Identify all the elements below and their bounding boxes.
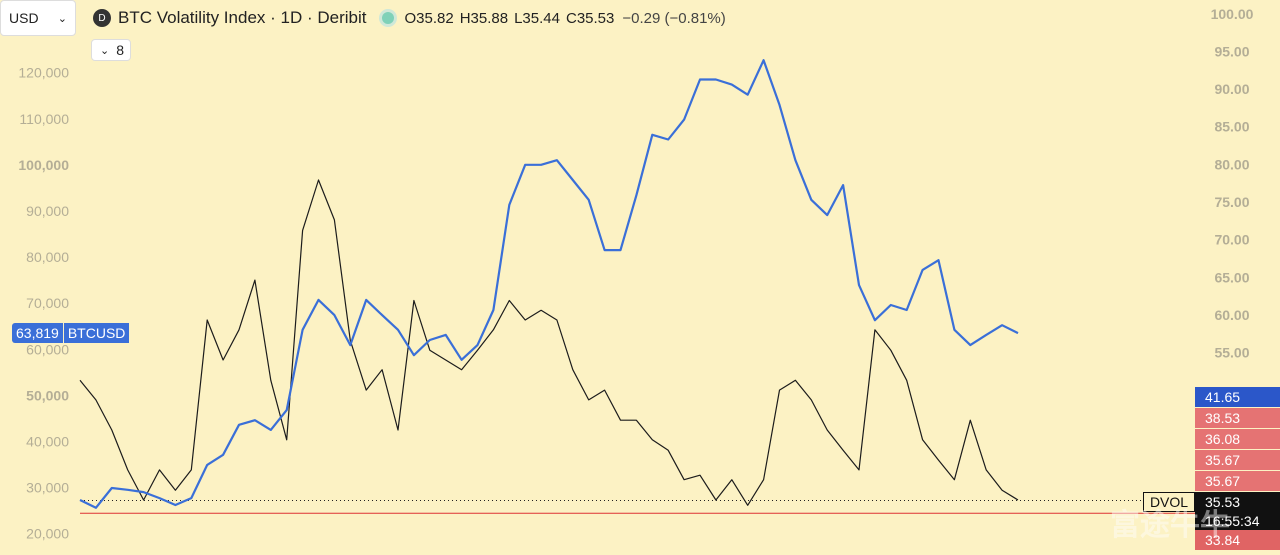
y-tick-label: 80,000 [26,249,69,265]
series-name: BTCUSD [63,322,130,343]
ohlc-key: C [565,9,577,27]
price-tag: 35.67 [1195,471,1280,491]
y-tick-label: 90,000 [26,203,69,219]
ohlc-key: H [459,9,471,27]
price-tag: 35.67 [1195,450,1280,470]
ohlc-key: O [404,9,417,27]
chart-title: BTC Volatility Index · 1D · Deribit [118,8,367,27]
status-dot [382,12,395,24]
series-line [79,179,1019,506]
y2-tick-label: 100.00 [1211,6,1254,22]
y2-tick-label: 90.00 [1214,81,1249,97]
ohlc: O35.82 H35.88 L35.44 C35.53 [404,10,614,27]
header: D BTC Volatility Index · 1D · Deribit O3… [93,0,726,36]
y-tick-label: 20,000 [26,526,69,542]
currency: USD [9,10,39,26]
y-tick-label: 30,000 [26,480,69,496]
price-tag: 36.08 [1195,429,1280,449]
ohlc-value: 35.82 [416,9,454,27]
ohlc-value: 35.88 [470,9,509,27]
symbol-icon: D [93,9,111,27]
y-tick-label: 60,000 [26,341,69,357]
ohlc-item: C35.53 [566,10,614,27]
ohlc-key: L [514,9,523,27]
y-tick-label: 110,000 [19,111,69,127]
close-tag: DVOL 35.53 [1143,492,1280,512]
y2-tick-label: 95.00 [1214,43,1249,59]
close-value: 35.53 [1205,494,1241,510]
price-tag: 41.65 [1195,387,1280,407]
y2-tick-label: 75.00 [1214,194,1249,210]
watermark: 富途牛牛 [1110,509,1230,542]
y-tick-label: 50,000 [26,387,69,403]
ohlc-value: 35.53 [576,9,615,27]
y-tick-label: 100,000 [18,157,69,173]
indicator-toggle[interactable]: ⌄ 8 [91,39,131,61]
y2-tick-label: 70.00 [1214,232,1249,248]
y-tick-label: 120,000 [18,65,69,81]
chevron: ⌄ [100,44,110,57]
currency-select[interactable]: USD ⌄ [0,0,76,36]
y2-tick-label: 85.00 [1214,119,1249,135]
change: −0.29 (−0.81%) [622,9,726,27]
y-tick-label: 70,000 [26,295,69,311]
y2-tick-label: 60.00 [1214,307,1249,323]
ohlc-item: L35.44 [514,10,560,27]
y2-tick-label: 55.00 [1214,345,1249,361]
y2-tick-label: 65.00 [1214,269,1249,285]
chevron: ⌄ [57,12,67,25]
ohlc-item: H35.88 [460,10,508,27]
y2-tick-label: 80.00 [1214,156,1249,172]
alert-tag: 33.84 [1195,530,1280,550]
last-price-tag: 63,819 BTCUSD [12,322,130,343]
ohlc-item: O35.82 [404,10,453,27]
y-tick-label: 40,000 [26,433,69,449]
countdown: 16:55:34 [1195,511,1280,531]
series-name: DVOL [1143,492,1195,512]
last-price: 63,819 [12,322,63,343]
series-line [79,59,1019,509]
indicator-count: 8 [116,42,125,58]
price-tag: 38.53 [1195,408,1280,428]
ohlc-value: 35.44 [522,9,560,27]
